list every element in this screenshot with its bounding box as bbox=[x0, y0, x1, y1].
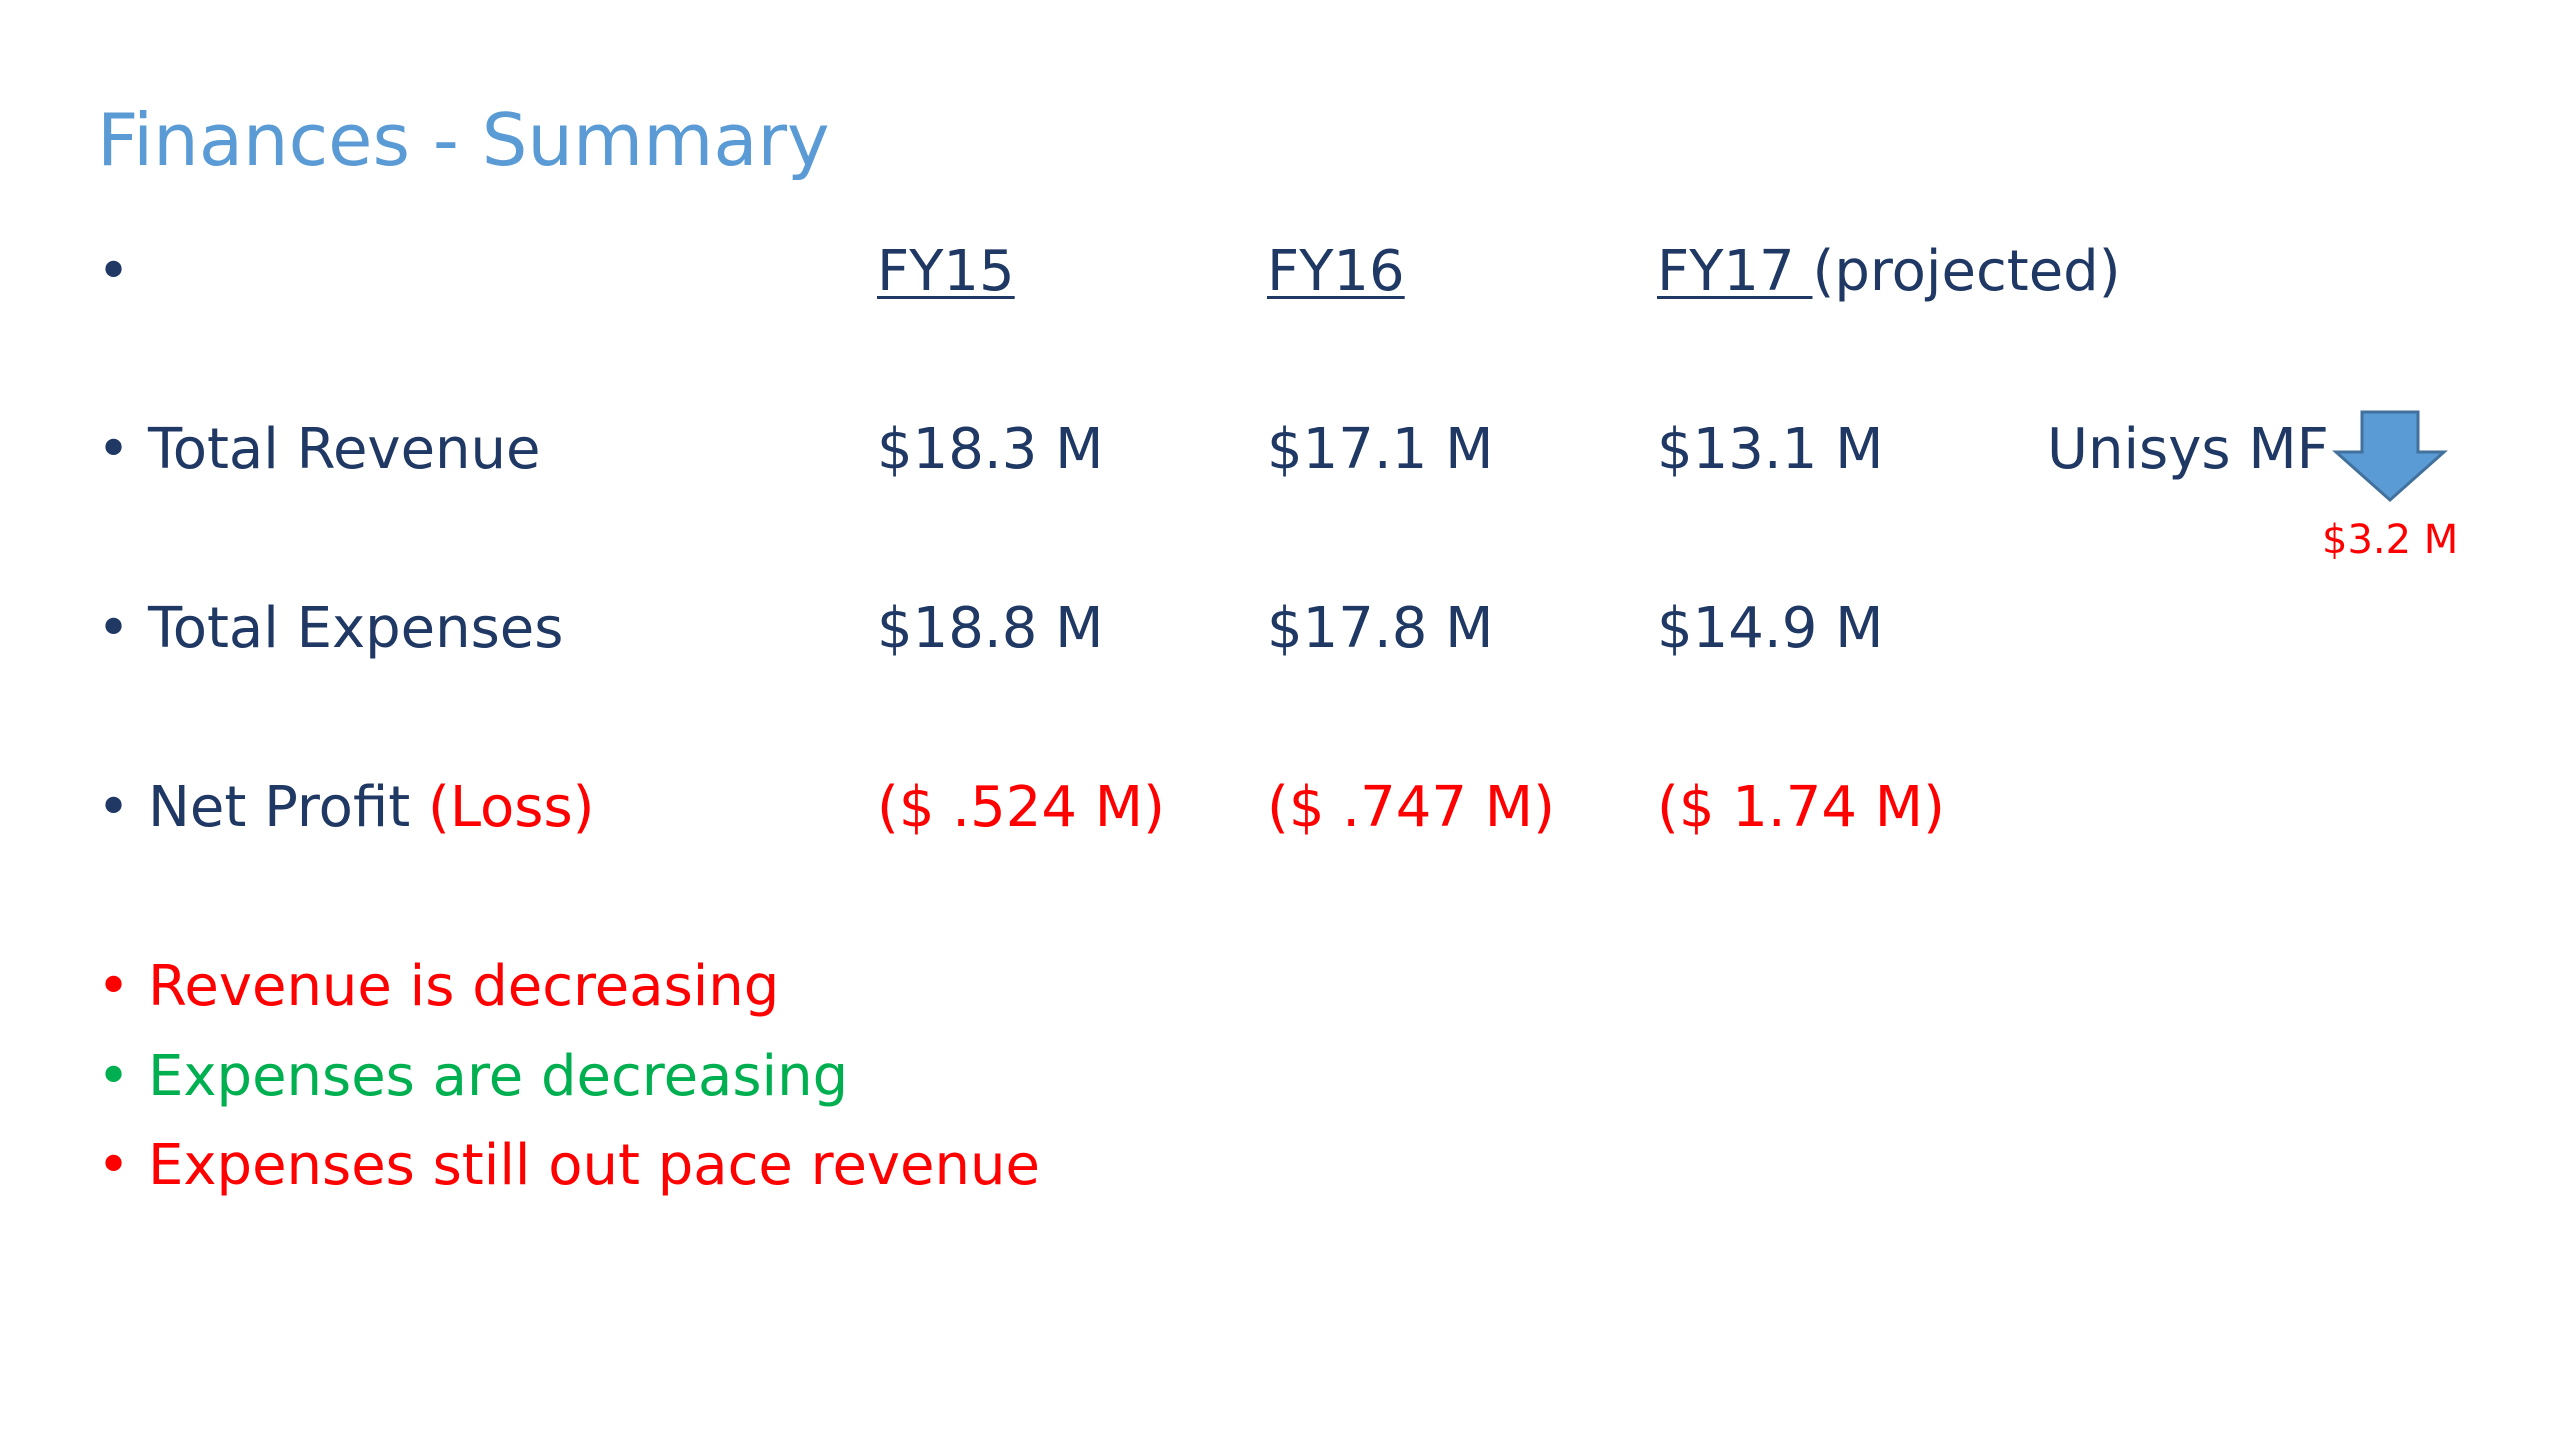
note-expenses-outpace-revenue: Expenses still out pace revenue bbox=[148, 1133, 1040, 1198]
slide-title: Finances - Summary bbox=[97, 98, 830, 182]
cell-revenue-fy16: $17.1 M bbox=[1267, 417, 1494, 482]
row-label-total-expenses: Total Expenses bbox=[148, 596, 564, 661]
bullet-dot: • bbox=[97, 775, 131, 840]
cell-revenue-fy17: $13.1 M bbox=[1657, 417, 1884, 482]
column-header-fy17-note: (projected) bbox=[1812, 239, 2121, 304]
row-label-net-profit-text: Net Profit bbox=[148, 775, 411, 840]
note-expenses-decreasing: Expenses are decreasing bbox=[148, 1044, 849, 1109]
bullet-dot: • bbox=[97, 417, 131, 482]
cell-revenue-fy15: $18.3 M bbox=[877, 417, 1104, 482]
callout-amount: $3.2 M bbox=[2322, 517, 2459, 563]
row-label-net-profit: Net Profit (Loss) bbox=[148, 776, 595, 840]
bullet-dot: • bbox=[97, 1133, 131, 1198]
column-header-fy15: FY15 bbox=[877, 239, 1015, 304]
note-revenue-decreasing: Revenue is decreasing bbox=[148, 954, 780, 1019]
bullet-dot: • bbox=[97, 596, 131, 661]
cell-net-fy16: ($ .747 M) bbox=[1267, 775, 1555, 840]
row-label-loss-text: (Loss) bbox=[427, 775, 595, 840]
bullet-dot: • bbox=[97, 239, 131, 304]
cell-expenses-fy15: $18.8 M bbox=[877, 596, 1104, 661]
cell-net-fy15: ($ .524 M) bbox=[877, 775, 1165, 840]
column-header-fy17-label: FY17 bbox=[1657, 239, 1813, 304]
cell-expenses-fy17: $14.9 M bbox=[1657, 596, 1884, 661]
callout-label: Unisys MF bbox=[2047, 417, 2329, 482]
cell-net-fy17: ($ 1.74 M) bbox=[1657, 775, 1945, 840]
column-header-fy17: FY17 (projected) bbox=[1657, 240, 2121, 304]
row-label-total-revenue: Total Revenue bbox=[148, 417, 541, 482]
cell-expenses-fy16: $17.8 M bbox=[1267, 596, 1494, 661]
bullet-dot: • bbox=[97, 954, 131, 1019]
down-arrow-icon bbox=[2332, 410, 2448, 503]
bullet-dot: • bbox=[97, 1044, 131, 1109]
column-header-fy16: FY16 bbox=[1267, 239, 1405, 304]
